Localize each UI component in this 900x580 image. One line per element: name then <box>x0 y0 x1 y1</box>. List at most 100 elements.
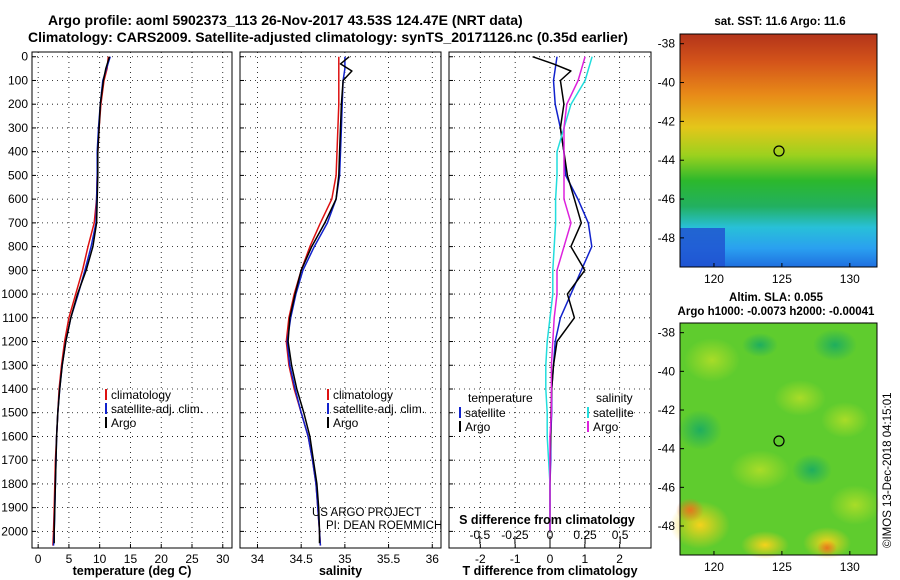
sst-cold-patch <box>680 228 725 267</box>
x-tick-label: 1 <box>581 552 588 566</box>
legend-argo: Argo <box>327 416 359 430</box>
legend-sal-argo: Argo <box>587 420 619 434</box>
depth-tick-label: 900 <box>8 263 28 277</box>
lon-tick-label: 125 <box>772 560 792 574</box>
depth-tick-label: 400 <box>8 145 28 159</box>
sst-map-frame <box>679 33 878 268</box>
lon-tick-label: 120 <box>704 272 724 286</box>
legend-climatology: climatology <box>105 388 171 402</box>
sla-profile-location-marker[interactable] <box>773 435 785 447</box>
x-tick-label: 36 <box>426 552 440 566</box>
sst-profile-location-marker[interactable] <box>773 145 785 157</box>
lat-tick-label: -46 <box>658 480 676 494</box>
x-axis-label: temperature (deg C) <box>73 564 192 578</box>
legend-label: satellite-adj. clim. <box>333 402 425 416</box>
profile-panel-1: 0100200300400500600700800900100011001200… <box>1 50 233 578</box>
x-tick-label: 34 <box>251 552 265 566</box>
legend-label: satellite-adj. clim. <box>111 402 203 416</box>
x-tick-label: 30 <box>216 552 230 566</box>
depth-tick-label: 1200 <box>1 335 28 349</box>
legend-label: climatology <box>111 388 171 402</box>
legend-satellite: satellite-adj. clim. <box>105 402 203 416</box>
legend-temp-satellite: satellite <box>459 406 506 420</box>
lat-tick-label: -38 <box>658 326 676 340</box>
x-tick-label: 0 <box>35 552 42 566</box>
satellite-line <box>52 56 111 546</box>
legend-label: Argo <box>333 416 359 430</box>
depth-tick-label: 1800 <box>1 477 28 491</box>
title-line-1: Argo profile: aoml 5902373_113 26-Nov-20… <box>48 12 523 28</box>
x-axis-label: T difference from climatology <box>462 564 637 578</box>
sal-argo-diff-line <box>549 56 586 532</box>
depth-tick-label: 200 <box>8 97 28 111</box>
depth-tick-label: 1400 <box>1 382 28 396</box>
legend-label: climatology <box>333 388 393 402</box>
legend-temperature-heading: temperature <box>468 391 533 405</box>
depth-tick-label: 300 <box>8 121 28 135</box>
depth-tick-label: 1900 <box>1 501 28 515</box>
x-tick-label: 35 <box>338 552 352 566</box>
depth-tick-label: 600 <box>8 192 28 206</box>
panel-frame <box>448 51 652 549</box>
legend-satellite: satellite-adj. clim. <box>327 402 425 416</box>
depth-tick-label: 700 <box>8 216 28 230</box>
steric-height-title: Argo h1000: -0.0073 h2000: -0.00041 <box>678 306 875 318</box>
sla-map-frame <box>679 322 878 556</box>
x-axis-label: salinity <box>319 564 362 578</box>
x-tick-label: 5 <box>66 552 73 566</box>
s-diff-tick-label: -0.5 <box>470 528 491 542</box>
depth-tick-label: 1000 <box>1 287 28 301</box>
profile-panel-2: 34 34.5 35 35.5 36 salinity climatologysatelli… <box>239 51 442 578</box>
satellite-line <box>286 56 346 546</box>
credit-line-1: US ARGO PROJECT <box>312 507 421 519</box>
temp-argo-diff-line <box>532 55 586 532</box>
sla-map-blobs <box>670 329 881 559</box>
depth-tick-label: 1700 <box>1 453 28 467</box>
depth-tick-label: 100 <box>8 73 28 87</box>
sst-title: sat. SST: 11.6 Argo: 11.6 <box>714 16 845 28</box>
x-tick-label: 25 <box>185 552 199 566</box>
lon-tick-label: 125 <box>772 272 792 286</box>
legend-climatology: climatology <box>327 388 393 402</box>
x-tick-label: 0 <box>547 552 554 566</box>
legend-sal-satellite: satellite <box>587 406 634 420</box>
legend-label: Argo <box>465 420 491 434</box>
lat-tick-label: -42 <box>658 114 676 128</box>
s-diff-tick-label: -0.25 <box>501 528 529 542</box>
lat-tick-label: -38 <box>658 37 676 51</box>
watermark: ©IMOS 13-Dec-2018 04:15:01 <box>882 392 894 548</box>
x-tick-label: 20 <box>155 552 169 566</box>
credit-line-2: PI: DEAN ROEMMICH <box>326 520 442 532</box>
s-diff-tick-label: 0.5 <box>612 528 629 542</box>
lon-tick-label: 130 <box>840 560 860 574</box>
lat-tick-label: -40 <box>658 364 676 378</box>
sla-title: Altim. SLA: 0.055 <box>729 292 824 304</box>
lat-tick-label: -48 <box>658 231 676 245</box>
sal-satellite-diff-line <box>545 56 593 532</box>
lat-tick-label: -40 <box>658 76 676 90</box>
profile-panel-3: -2 -1 0 1 2T difference from climatology temp… <box>448 51 652 578</box>
legend-label: Argo <box>593 420 619 434</box>
panel-frame <box>31 51 233 549</box>
depth-tick-label: 0 <box>21 50 28 64</box>
legend-label: Argo <box>111 416 137 430</box>
depth-tick-label: 500 <box>8 168 28 182</box>
depth-tick-label: 1100 <box>2 311 28 325</box>
lat-tick-label: -48 <box>658 519 676 533</box>
title-line-2: Climatology: CARS2009. Satellite-adjuste… <box>28 29 628 45</box>
x-tick-label: -1 <box>510 552 521 566</box>
s-diff-tick-label: 0 <box>547 528 554 542</box>
argo-line <box>287 56 353 544</box>
lon-tick-label: 120 <box>704 560 724 574</box>
panel-frame <box>239 51 442 549</box>
depth-tick-label: 2000 <box>1 524 28 538</box>
depth-tick-label: 1300 <box>1 358 28 372</box>
x-tick-label: -2 <box>475 552 486 566</box>
s-diff-axis-title: S difference from climatology <box>459 513 635 527</box>
x-tick-label: 35.5 <box>377 552 401 566</box>
legend-label: satellite <box>593 406 634 420</box>
lat-tick-label: -42 <box>658 403 676 417</box>
lon-tick-label: 130 <box>840 272 860 286</box>
lat-tick-label: -44 <box>658 153 676 167</box>
